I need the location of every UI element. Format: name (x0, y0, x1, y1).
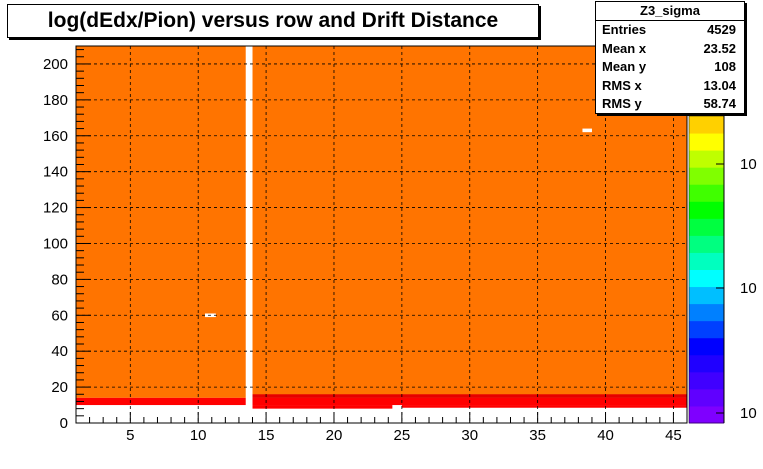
y-axis-tick-label: 80 (51, 271, 68, 288)
palette-color-cell (689, 354, 724, 373)
stats-label: Mean x (602, 40, 647, 56)
y-axis-tick-label: 180 (43, 92, 68, 109)
palette-color-cell (689, 388, 724, 407)
y-axis-tick-label: 20 (51, 379, 68, 396)
x-axis-tick-label: 45 (665, 427, 682, 444)
stats-label: RMS x (602, 77, 642, 93)
stats-row-mean-y: Mean y 108 (596, 58, 744, 77)
palette-color-cell (689, 320, 724, 339)
y-axis-tick-label: 200 (43, 56, 68, 73)
x-axis-tick-label: 25 (394, 427, 411, 444)
palette-tick-label: 10 (740, 156, 757, 173)
palette-tick-label: 10 (740, 280, 757, 297)
stats-row-mean-x: Mean x 23.52 (596, 40, 744, 59)
heatmap-low-band (76, 397, 687, 406)
y-axis-tick-label: 120 (43, 200, 68, 217)
palette-color-cell (689, 218, 724, 236)
stats-row-rms-x: RMS x 13.04 (596, 77, 744, 96)
palette-tick-label: 10 (740, 405, 757, 422)
stats-box: Z3_sigma Entries 4529 Mean x 23.52 Mean … (595, 1, 745, 114)
stats-value: 13.04 (703, 77, 736, 93)
title-box: log(dEdx/Pion) versus row and Drift Dist… (7, 4, 539, 38)
y-axis-tick-label: 160 (43, 128, 68, 145)
stats-histogram-name: Z3_sigma (596, 2, 744, 21)
palette-color-cell (689, 252, 724, 270)
heatmap-empty-column (245, 46, 253, 423)
y-axis-tick-label: 0 (60, 415, 68, 432)
palette-color-cell (689, 116, 724, 134)
palette-color-cell (689, 303, 724, 322)
heatmap-low-band-extension (252, 405, 393, 409)
stats-label: Mean y (602, 59, 647, 74)
stats-row-entries: Entries 4529 (596, 21, 744, 40)
palette-color-cell (689, 286, 724, 305)
stats-value: 23.52 (703, 40, 736, 56)
x-axis-tick-label: 35 (529, 427, 546, 444)
x-axis-tick-label: 15 (258, 427, 275, 444)
stats-label: RMS y (602, 96, 642, 111)
stats-value: 4529 (707, 22, 736, 37)
heatmap-low-band-extension (401, 405, 687, 408)
x-axis-tick-label: 5 (126, 427, 134, 444)
palette-color-cell (689, 133, 724, 151)
chart-title: log(dEdx/Pion) versus row and Drift Dist… (47, 9, 499, 32)
stats-label: Entries (602, 22, 647, 37)
palette-color-cell (689, 201, 724, 219)
x-axis-tick-label: 40 (597, 427, 614, 444)
x-axis-tick-label: 30 (461, 427, 478, 444)
heatmap-fill-region (76, 46, 687, 398)
palette-color-cell (689, 337, 724, 356)
y-axis-tick-label: 40 (51, 343, 68, 360)
palette-color-cell (689, 184, 724, 202)
palette-color-cell (689, 235, 724, 253)
y-axis-tick-label: 140 (43, 164, 68, 181)
y-axis-tick-label: 100 (43, 235, 68, 252)
plot-frame (75, 45, 688, 424)
palette-color-cell (689, 167, 724, 185)
palette-color-cell (689, 371, 724, 390)
stats-row-rms-y: RMS y 58.74 (596, 95, 744, 114)
stats-value: 58.74 (703, 96, 736, 111)
y-axis-tick-label: 60 (51, 307, 68, 324)
palette-color-cell (689, 150, 724, 168)
heatmap-empty-cell (582, 128, 592, 133)
x-axis-tick-label: 10 (190, 427, 207, 444)
palette-color-cell (689, 269, 724, 288)
x-axis-tick-label: 20 (326, 427, 343, 444)
palette-color-cell (689, 405, 724, 424)
stats-value: 108 (714, 59, 736, 74)
